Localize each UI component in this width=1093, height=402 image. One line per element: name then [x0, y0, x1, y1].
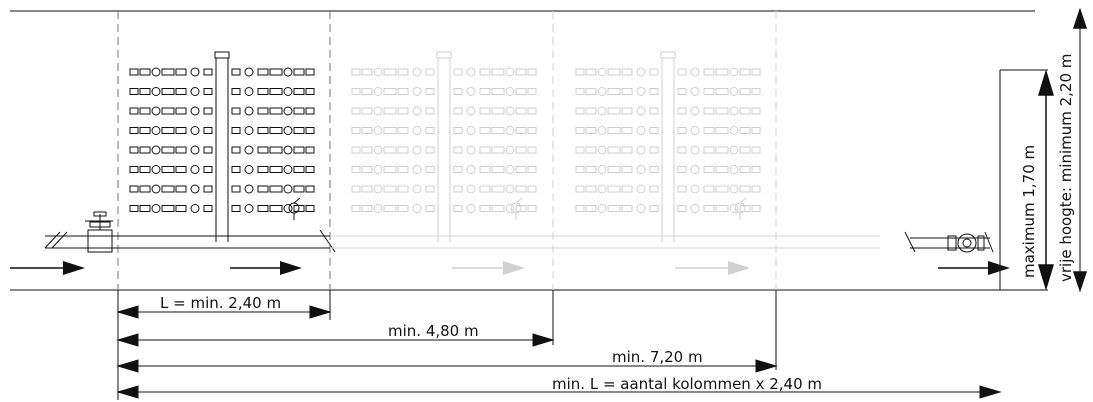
meter-row-icon: [575, 145, 761, 155]
meter-row-icon: [575, 87, 761, 96]
flow-arrow: [10, 261, 85, 275]
flow-arrow: [452, 261, 525, 275]
meter-column-2: [351, 51, 537, 242]
meter-row-icon: [575, 204, 761, 213]
dim-double-label: min. 4,80 m: [388, 322, 479, 340]
water-meter-icon: [904, 231, 994, 253]
meter-row-icon: [351, 165, 537, 174]
meter-row-icon: [351, 145, 537, 155]
meter-row-icon: [575, 165, 761, 174]
meter-row-icon: [129, 106, 315, 116]
dimension-ticks: [117, 290, 777, 400]
meter-row-icon: [129, 126, 315, 135]
meter-row-icon: [351, 87, 537, 96]
meter-row-icon: [129, 67, 315, 77]
clear-height-label: vrije hoogte: minimum 2,20 m: [1057, 54, 1075, 282]
max-height-label: maximum 1,70 m: [1020, 145, 1038, 278]
meter-row-icon: [351, 204, 537, 213]
meter-row-icon: [351, 184, 537, 194]
flow-arrow: [938, 261, 1010, 275]
meter-row-icon: [129, 184, 315, 194]
meter-row-icon: [129, 165, 315, 174]
column-boundaries: [117, 11, 777, 290]
gate-valve-icon: [85, 211, 113, 253]
dim-single-label: L = min. 2,40 m: [160, 294, 281, 312]
meter-row-icon: [575, 67, 761, 77]
meter-column-1: [129, 51, 315, 242]
flow-arrow: [230, 261, 302, 275]
meter-row-icon: [351, 67, 537, 77]
dimension-lines: [116, 305, 1002, 399]
meter-row-icon: [129, 87, 315, 96]
meter-column-3: [575, 51, 761, 242]
meter-row-icon: [575, 106, 761, 116]
main-supply-pipe: [44, 229, 336, 253]
meter-row-icon: [129, 145, 315, 155]
dim-total-label: min. L = aantal kolommen x 2,40 m: [552, 375, 822, 393]
dim-triple-label: min. 7,20 m: [612, 348, 703, 366]
flow-arrow: [675, 261, 750, 275]
flow-arrows: [10, 261, 1010, 275]
meter-row-icon: [129, 204, 315, 213]
room-outline: [10, 10, 1048, 291]
meter-row-icon: [351, 126, 537, 135]
meter-row-icon: [351, 106, 537, 116]
main-supply-pipe-faded: [330, 235, 880, 249]
meter-row-icon: [575, 126, 761, 135]
height-dimensions: [999, 7, 1088, 293]
meter-row-icon: [575, 184, 761, 194]
